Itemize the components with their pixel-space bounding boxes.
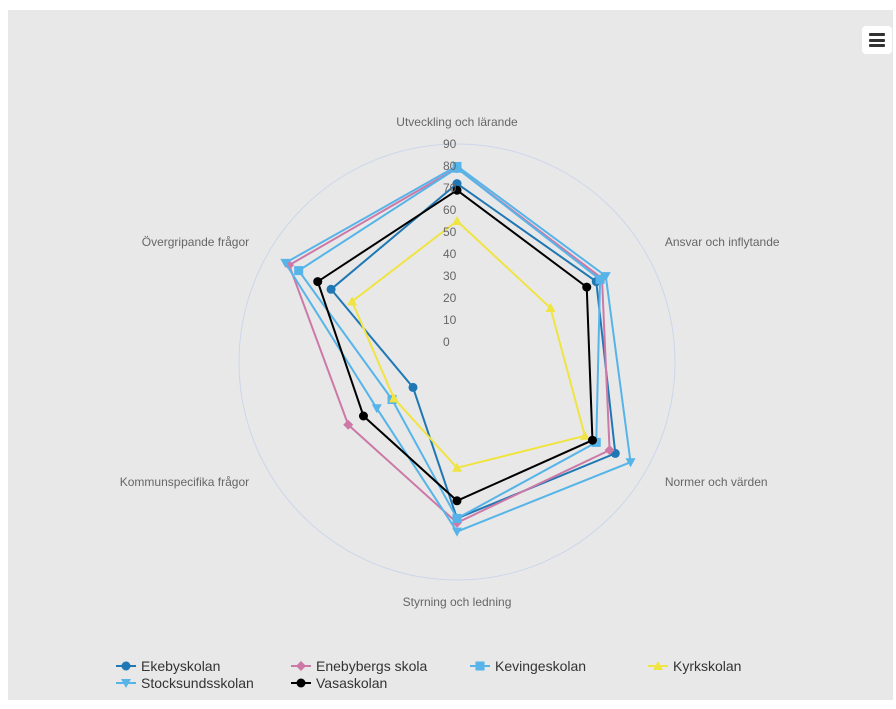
data-point[interactable] <box>347 296 358 306</box>
series-line[interactable] <box>350 219 587 469</box>
radial-tick-label: 0 <box>443 335 450 349</box>
radial-tick-label: 70 <box>443 181 457 195</box>
radar-labels: 0 10 20 30 40 50 60 70 80 90 Utveckling och lärand… <box>120 115 780 609</box>
data-point[interactable] <box>371 404 382 414</box>
data-point[interactable] <box>296 678 306 688</box>
series-stocksundsskolan <box>280 162 636 537</box>
data-point[interactable] <box>294 266 304 276</box>
axis-label: Styrning och ledning <box>403 595 512 609</box>
hamburger-menu-icon <box>869 33 885 36</box>
data-point[interactable] <box>452 527 462 537</box>
radar-outer-circle <box>238 143 676 581</box>
data-point[interactable] <box>313 277 323 287</box>
data-point[interactable] <box>326 284 336 294</box>
series-kyrkskolan <box>347 216 590 472</box>
data-point[interactable] <box>296 661 306 671</box>
legend-item[interactable]: Kevingeskolan <box>470 658 586 674</box>
radial-tick-label: 30 <box>443 269 457 283</box>
legend-label: Stocksundsskolan <box>141 675 254 691</box>
legend-item[interactable]: Vasaskolan <box>291 675 387 691</box>
legend-label: Enebybergs skola <box>316 658 428 674</box>
radial-tick-label: 80 <box>443 159 457 173</box>
series-vasaskolan <box>313 185 597 506</box>
radial-tick-label: 20 <box>443 291 457 305</box>
data-point[interactable] <box>121 661 131 671</box>
radial-tick-label: 60 <box>443 203 457 217</box>
data-point[interactable] <box>604 445 615 456</box>
hamburger-menu-icon <box>869 38 885 42</box>
data-point[interactable] <box>388 393 399 403</box>
data-point[interactable] <box>595 274 605 284</box>
data-point[interactable] <box>358 411 368 421</box>
data-point[interactable] <box>452 462 462 472</box>
chart-panel: 0 10 20 30 40 50 60 70 80 90 Utveckling och lärand… <box>8 10 893 700</box>
data-point[interactable] <box>280 258 291 268</box>
data-point[interactable] <box>452 162 462 171</box>
data-point[interactable] <box>475 661 485 671</box>
legend: Ekebyskolan Enebybergs skola Kevingeskolan… <box>116 658 741 691</box>
data-point[interactable] <box>408 382 418 392</box>
legend-label: Kevingeskolan <box>495 658 586 674</box>
radial-tick-label: 40 <box>443 247 457 261</box>
axis-label: Utveckling och lärande <box>396 115 518 129</box>
axis-label: Ansvar och inflytande <box>665 235 780 249</box>
legend-item[interactable]: Stocksundsskolan <box>116 675 254 691</box>
hamburger-menu-icon <box>869 44 885 47</box>
data-point[interactable] <box>452 216 462 225</box>
legend-label: Vasaskolan <box>316 675 387 691</box>
data-point[interactable] <box>452 496 462 506</box>
data-point[interactable] <box>625 458 636 468</box>
legend-label: Kyrkskolan <box>673 658 741 674</box>
radar-series <box>280 162 636 537</box>
data-point[interactable] <box>653 661 663 670</box>
data-point[interactable] <box>121 679 131 688</box>
legend-item[interactable]: Enebybergs skola <box>291 658 428 674</box>
data-point[interactable] <box>579 430 590 440</box>
axis-label: Övergripande frågor <box>142 235 249 249</box>
radar-grid <box>238 143 676 581</box>
axis-label: Kommunspecifika frågor <box>120 475 249 489</box>
chart-menu-button[interactable] <box>862 26 892 54</box>
axis-label: Normer och värden <box>665 475 768 489</box>
data-point[interactable] <box>587 435 597 445</box>
legend-item[interactable]: Ekebyskolan <box>116 658 220 674</box>
radial-tick-label: 90 <box>443 137 457 151</box>
data-point[interactable] <box>343 419 354 430</box>
data-point[interactable] <box>452 185 462 195</box>
data-point[interactable] <box>582 282 592 292</box>
data-point[interactable] <box>545 303 556 312</box>
data-point[interactable] <box>600 272 611 282</box>
radial-tick-label: 10 <box>443 313 457 327</box>
data-point[interactable] <box>452 513 462 523</box>
radar-chart: 0 10 20 30 40 50 60 70 80 90 Utveckling och lärand… <box>116 115 780 691</box>
radial-tick-label: 50 <box>443 225 457 239</box>
legend-item[interactable]: Kyrkskolan <box>648 658 741 674</box>
series-ekebyskolan <box>326 179 620 523</box>
legend-label: Ekebyskolan <box>141 658 220 674</box>
data-point[interactable] <box>452 179 462 189</box>
